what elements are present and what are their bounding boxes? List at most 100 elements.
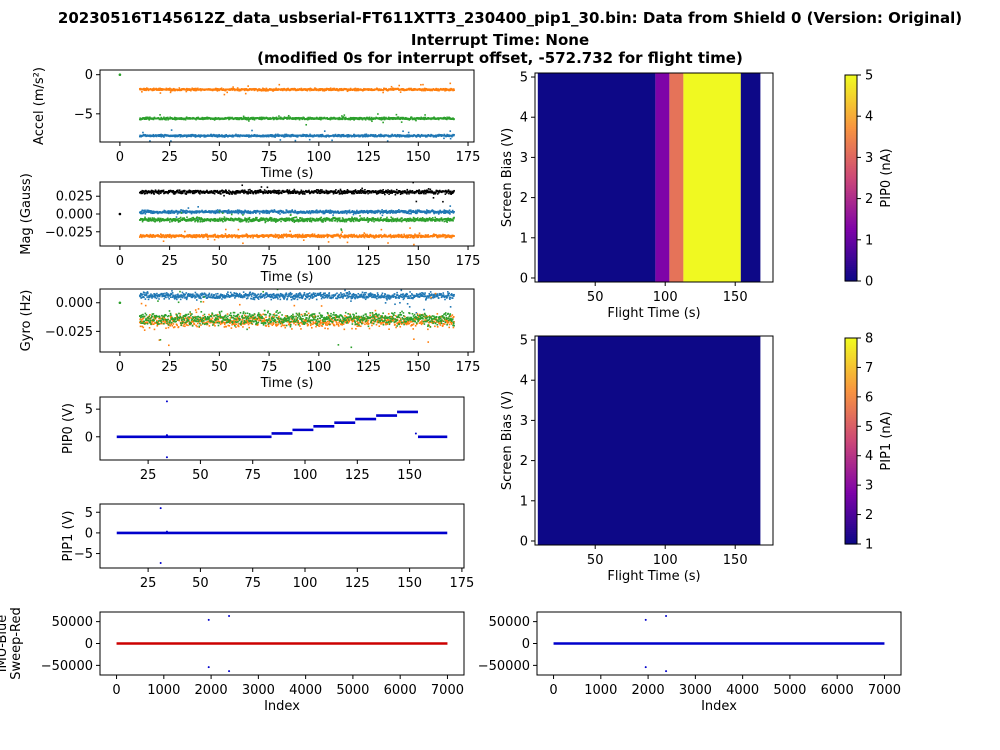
data-point [231, 88, 234, 90]
data-point [450, 193, 453, 195]
data-point [355, 87, 357, 90]
data-point [270, 218, 272, 221]
data-point [228, 210, 230, 212]
data-point [174, 218, 176, 220]
data-point [193, 135, 195, 137]
data-point [143, 209, 145, 212]
data-point [445, 190, 447, 192]
data-point [218, 133, 220, 136]
data-point [312, 117, 314, 119]
data-point [335, 88, 338, 91]
data-point [194, 220, 196, 223]
data-point [157, 189, 160, 192]
data-point [181, 209, 183, 212]
data-point [262, 219, 264, 221]
data-point [223, 217, 225, 220]
data-point [146, 209, 149, 212]
data-point [449, 134, 451, 137]
data-point [214, 118, 216, 121]
data-point [302, 212, 304, 214]
data-point [391, 89, 394, 91]
data-point [299, 217, 302, 219]
data-point [375, 210, 378, 213]
data-point [372, 211, 375, 214]
data-point [322, 210, 325, 212]
data-point [252, 217, 255, 220]
data-point [278, 189, 281, 192]
data-point [169, 91, 172, 94]
data-point [255, 218, 258, 220]
data-point [437, 210, 439, 213]
data-point [210, 211, 212, 214]
data-point [205, 219, 208, 222]
data-point [312, 190, 314, 193]
data-point [368, 116, 371, 119]
data-point [364, 133, 366, 136]
data-point [381, 214, 384, 217]
data-point [177, 221, 180, 223]
data-point [171, 219, 174, 222]
data-point [197, 134, 200, 136]
data-point [363, 192, 365, 194]
data-point [425, 191, 427, 194]
series-x [138, 129, 455, 142]
data-point [200, 191, 203, 194]
data-point [393, 117, 396, 119]
data-point [453, 89, 455, 92]
data-point [251, 191, 254, 194]
data-point [392, 210, 395, 212]
data-point [315, 190, 318, 193]
data-point [254, 210, 256, 212]
data-point [364, 192, 367, 194]
data-point [163, 209, 166, 212]
data-point [289, 218, 291, 220]
data-point [373, 135, 376, 138]
data-point [219, 217, 221, 220]
data-point [280, 192, 283, 195]
data-point [147, 190, 150, 192]
data-point [267, 220, 269, 222]
data-point [287, 114, 290, 117]
data-point [167, 211, 169, 213]
data-point [231, 89, 234, 91]
data-point [342, 133, 345, 136]
data-point [196, 216, 198, 218]
data-point [272, 135, 275, 138]
data-point [265, 190, 267, 192]
data-point [166, 117, 169, 120]
data-point [322, 89, 325, 92]
data-point [269, 219, 271, 221]
data-point [344, 116, 347, 119]
data-point [332, 192, 335, 195]
data-point [401, 192, 404, 195]
data-point [284, 133, 286, 136]
data-point [429, 89, 432, 92]
data-point [244, 88, 247, 90]
data-point [339, 188, 342, 191]
data-point [381, 210, 384, 213]
data-point [387, 211, 390, 214]
data-point [157, 219, 160, 222]
data-point [265, 87, 268, 90]
data-point [453, 118, 455, 120]
data-point [235, 193, 237, 195]
data-point [241, 189, 244, 192]
data-point [170, 140, 172, 142]
data-point [449, 191, 451, 194]
data-point [413, 192, 416, 195]
data-point [407, 131, 410, 134]
data-point [285, 89, 288, 91]
data-point [198, 210, 201, 212]
data-point [278, 115, 280, 117]
data-point [222, 210, 224, 212]
data-point [235, 133, 237, 136]
data-point [174, 211, 177, 213]
data-point [254, 218, 256, 220]
data-point [352, 213, 355, 216]
data-point [247, 85, 249, 87]
data-point [448, 211, 451, 213]
data-point [443, 137, 445, 140]
data-point [433, 193, 435, 195]
data-point [178, 117, 181, 119]
data-point [187, 218, 190, 221]
